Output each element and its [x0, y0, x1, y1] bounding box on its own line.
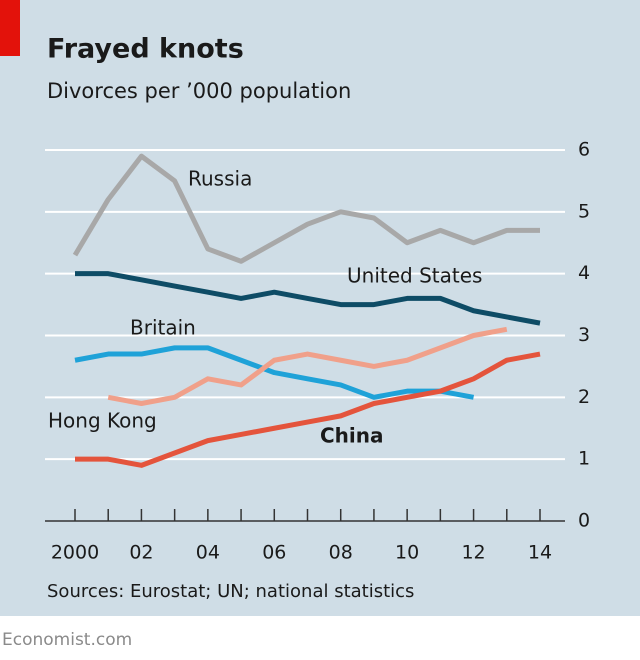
- x-tick-label: 10: [395, 542, 419, 564]
- x-tick-label: 02: [129, 542, 153, 564]
- y-tick-label: 4: [578, 262, 590, 284]
- series-label: Britain: [130, 316, 196, 340]
- red-tag: [0, 0, 20, 56]
- y-tick-label: 5: [578, 200, 590, 222]
- series-label: Hong Kong: [48, 409, 157, 433]
- y-tick-label: 1: [578, 448, 590, 470]
- x-tick-label: 2000: [51, 542, 99, 564]
- x-tick-label: 06: [262, 542, 286, 564]
- y-tick-label: 6: [578, 139, 590, 161]
- series-line: [107, 326, 508, 407]
- series-line: [75, 271, 541, 326]
- y-tick-label: 0: [578, 510, 590, 532]
- footer: Economist.com: [2, 630, 132, 650]
- source: Sources: Eurostat; UN; national statisti…: [47, 581, 414, 602]
- x-tick-label: 14: [528, 542, 552, 564]
- x-tick-label: 08: [329, 542, 353, 564]
- series-label: China: [320, 424, 384, 448]
- chart-background: [0, 0, 640, 616]
- series-line: [72, 153, 540, 264]
- series-line: [74, 345, 475, 400]
- series-label: United States: [347, 264, 482, 288]
- x-tick-label: 12: [461, 542, 485, 564]
- x-tick-label: 04: [196, 542, 220, 564]
- chart-title: Frayed knots: [47, 34, 244, 65]
- y-tick-label: 3: [578, 324, 590, 346]
- series-line: [75, 351, 541, 468]
- y-tick-label: 2: [578, 386, 590, 408]
- chart-subtitle: Divorces per ’000 population: [47, 79, 351, 103]
- series-label: Russia: [188, 167, 252, 191]
